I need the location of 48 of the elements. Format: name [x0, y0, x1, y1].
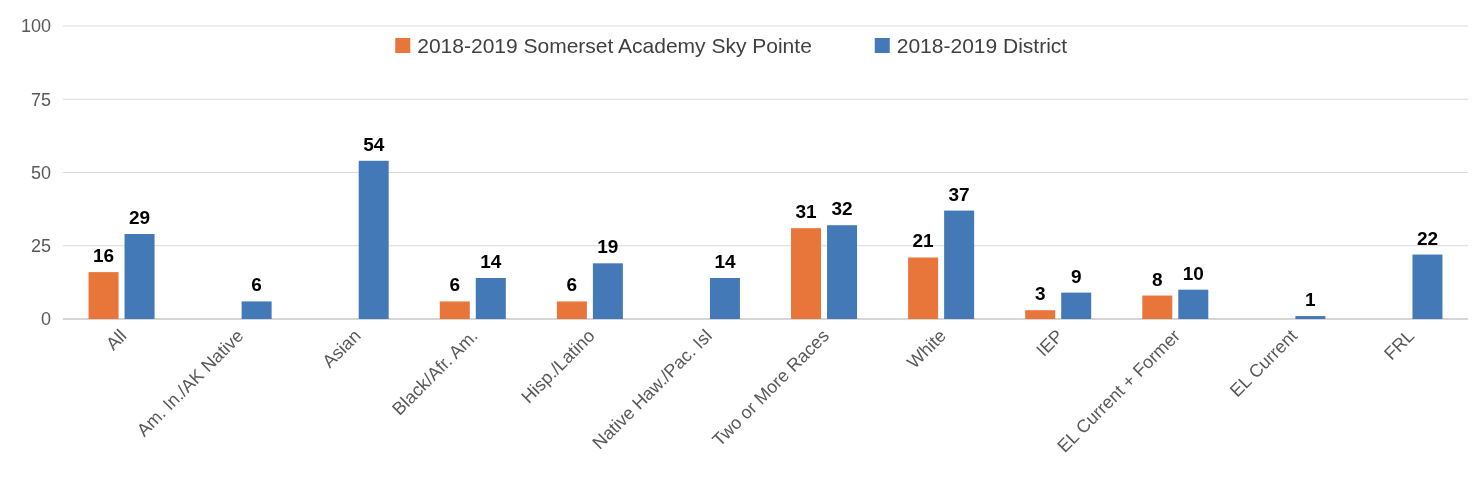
- bar: [439, 301, 470, 319]
- data-label: 29: [128, 207, 151, 229]
- legend-label: 2018-2019 District: [896, 34, 1068, 58]
- bar: [1061, 292, 1092, 319]
- data-label: 14: [714, 250, 736, 272]
- bar: [475, 277, 506, 319]
- data-label: 21: [912, 230, 935, 252]
- legend-label: 2018-2019 Somerset Academy Sky Pointe: [417, 34, 812, 58]
- x-tick-label: IEP: [1032, 325, 1068, 361]
- data-label: 6: [566, 274, 578, 296]
- bar: [791, 228, 822, 319]
- data-label: 22: [1416, 227, 1439, 249]
- bar: [908, 257, 939, 319]
- data-label: 19: [597, 236, 619, 258]
- y-tick-label: 50: [30, 162, 51, 183]
- bar: [1178, 289, 1209, 319]
- y-tick-label: 100: [20, 16, 51, 37]
- bar: [1295, 316, 1326, 319]
- data-label: 6: [449, 274, 461, 296]
- x-tick-label: All: [102, 325, 131, 354]
- bar: [241, 301, 272, 319]
- bar: [592, 263, 623, 319]
- data-label: 16: [92, 245, 115, 267]
- y-tick-label: 0: [40, 309, 51, 330]
- data-label: 37: [948, 183, 970, 205]
- bar: [358, 160, 389, 319]
- bar: [1412, 254, 1443, 319]
- data-label: 1: [1305, 289, 1317, 311]
- data-label: 31: [795, 201, 818, 223]
- bar: [827, 225, 858, 319]
- x-tick-label: FRL: [1380, 325, 1419, 364]
- data-label: 14: [480, 250, 502, 272]
- y-tick-label: 75: [30, 89, 51, 110]
- bar: [1142, 295, 1173, 319]
- bar: [944, 210, 975, 319]
- data-label: 9: [1070, 265, 1082, 287]
- data-label: 10: [1182, 262, 1204, 284]
- bar: [124, 234, 155, 319]
- bar: [556, 301, 587, 319]
- data-label: 3: [1034, 283, 1046, 305]
- bar: [1025, 310, 1056, 319]
- data-label: 6: [251, 274, 262, 296]
- bar: [88, 272, 119, 319]
- data-label: 8: [1152, 268, 1163, 290]
- bar: [709, 277, 740, 319]
- data-label: 32: [831, 198, 853, 220]
- y-tick-label: 25: [30, 236, 51, 257]
- data-label: 54: [363, 133, 385, 155]
